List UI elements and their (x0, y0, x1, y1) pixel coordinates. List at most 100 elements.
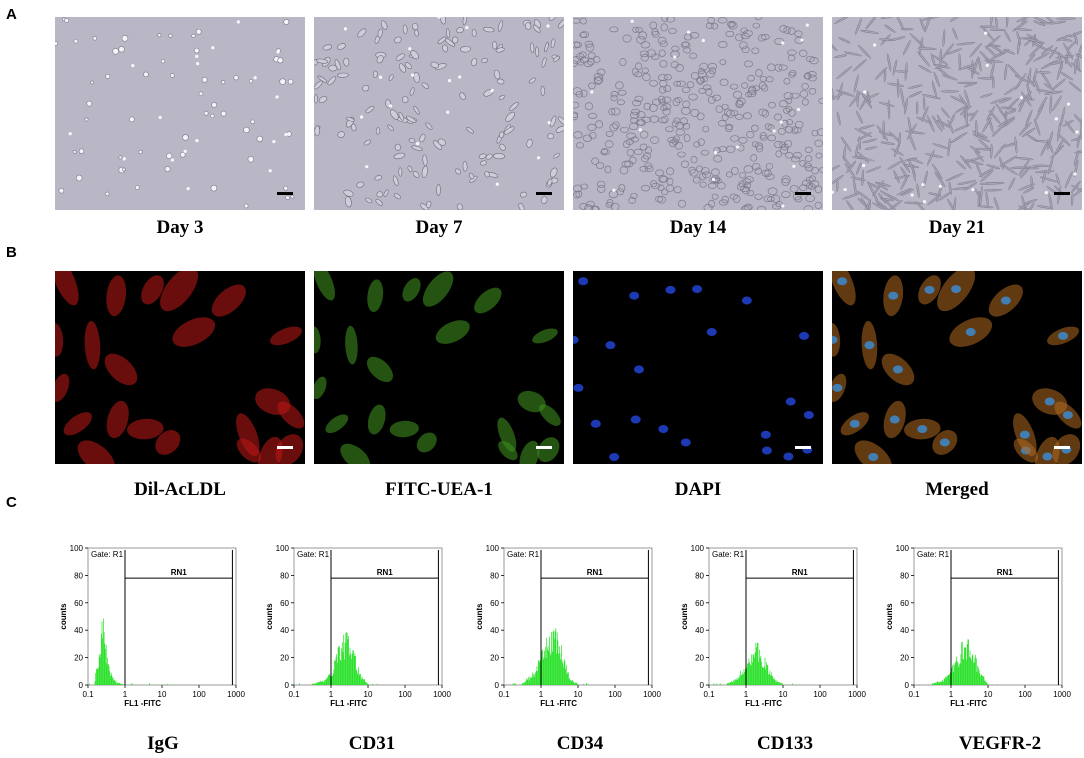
region-label: RN1 (377, 568, 394, 577)
x-tick-label: 100 (192, 690, 206, 699)
caption-merged: Merged (925, 479, 989, 500)
x-tick-label: 0.1 (82, 690, 94, 699)
plot-frame (708, 547, 858, 686)
x-tick-label: 100 (398, 690, 412, 699)
x-axis-label: FL1 -FITC (950, 699, 987, 708)
y-tick-label: 0 (905, 681, 910, 690)
histogram-bars (708, 642, 793, 685)
x-tick-label: 0.1 (498, 690, 510, 699)
x-tick-label: 1000 (1053, 690, 1071, 699)
panel-label-c: C (6, 494, 17, 511)
cells-overlay (573, 17, 823, 210)
cells-overlay (832, 17, 1082, 210)
micrograph-day7 (314, 17, 564, 210)
y-tick-label: 40 (900, 626, 909, 635)
y-tick-label: 0 (495, 681, 500, 690)
y-tick-label: 40 (74, 626, 83, 635)
x-tick-label: 1000 (433, 690, 451, 699)
histogram-vegfr2: RN1 Gate: R1 0 20 40 60 80 100 0.1 1 10 100 1000 FL1 … (885, 544, 1071, 708)
y-tick-label: 100 (896, 544, 910, 553)
y-tick-label: 0 (285, 681, 290, 690)
x-tick-label: 0.1 (703, 690, 715, 699)
scale-bar (277, 446, 293, 449)
caption-day14: Day 14 (669, 217, 727, 238)
y-tick-label: 100 (486, 544, 500, 553)
x-tick-label: 0.1 (908, 690, 920, 699)
caption-fitc-uea1: FITC-UEA-1 (385, 479, 493, 500)
x-tick-label: 10 (574, 690, 583, 699)
y-tick-label: 80 (900, 571, 909, 580)
y-tick-label: 0 (700, 681, 705, 690)
y-axis-label: counts (680, 603, 689, 630)
y-axis-label: counts (265, 603, 274, 630)
micrograph-day14 (573, 17, 823, 210)
region-label: RN1 (587, 568, 604, 577)
x-axis-label: FL1 -FITC (124, 699, 161, 708)
y-tick-label: 60 (490, 599, 499, 608)
plot-frame (913, 547, 1063, 686)
caption-vegfr2: VEGFR-2 (958, 733, 1042, 754)
x-tick-label: 1 (329, 690, 334, 699)
x-tick-label: 100 (813, 690, 827, 699)
y-axis-label: counts (475, 603, 484, 630)
scale-bar (536, 446, 552, 449)
x-axis-label: FL1 -FITC (330, 699, 367, 708)
histogram-bars (918, 639, 998, 685)
x-tick-label: 1000 (848, 690, 866, 699)
gate-label: Gate: R1 (917, 550, 950, 559)
plot-frame (87, 547, 237, 686)
cells-overlay (314, 17, 564, 210)
x-tick-label: 10 (364, 690, 373, 699)
region-label: RN1 (792, 568, 809, 577)
caption-igg: IgG (147, 733, 179, 754)
region-label: RN1 (171, 568, 188, 577)
fluor-overlay (573, 277, 814, 461)
y-tick-label: 100 (276, 544, 290, 553)
scale-bar (536, 192, 552, 195)
fluor-overlay (314, 271, 561, 464)
y-tick-label: 20 (490, 654, 499, 663)
scale-bar (795, 192, 811, 195)
caption-dil-acldl: Dil-AcLDL (134, 479, 226, 500)
panel-label-a: A (6, 6, 17, 23)
x-axis-label: FL1 -FITC (745, 699, 782, 708)
cells-overlay (55, 17, 295, 209)
gate-label: Gate: R1 (712, 550, 745, 559)
scale-bar (1054, 192, 1070, 195)
x-axis-label: FL1 -FITC (540, 699, 577, 708)
histogram-igg: RN1 Gate: R1 0 20 40 60 80 100 0.1 1 10 100 1000 FL1 … (59, 544, 245, 708)
panel-label-b: B (6, 244, 17, 261)
scale-bar (795, 446, 811, 449)
plot-frame (503, 547, 653, 686)
gate-label: Gate: R1 (507, 550, 540, 559)
y-tick-label: 60 (74, 599, 83, 608)
x-tick-label: 100 (1018, 690, 1032, 699)
y-tick-label: 60 (280, 599, 289, 608)
x-tick-label: 0.1 (288, 690, 300, 699)
caption-cd31: CD31 (348, 733, 396, 754)
scale-bar (277, 192, 293, 195)
histogram-bars (506, 628, 589, 685)
region-label: RN1 (997, 568, 1014, 577)
fluor-overlay (832, 271, 1082, 464)
histogram-cd31: RN1 Gate: R1 0 20 40 60 80 100 0.1 1 10 100 1000 FL1 … (265, 544, 451, 708)
caption-dapi: DAPI (674, 479, 722, 500)
y-tick-label: 80 (74, 571, 83, 580)
plot-frame (293, 547, 443, 686)
x-tick-label: 10 (779, 690, 788, 699)
fluorescence-dapi (573, 271, 823, 464)
caption-day21: Day 21 (928, 217, 986, 238)
caption-cd34: CD34 (556, 733, 604, 754)
gate-label: Gate: R1 (297, 550, 330, 559)
scale-bar (1054, 446, 1070, 449)
fluorescence-fitc-uea1 (314, 271, 564, 464)
gate-label: Gate: R1 (91, 550, 124, 559)
x-tick-label: 1000 (227, 690, 245, 699)
y-tick-label: 60 (695, 599, 704, 608)
y-tick-label: 20 (74, 654, 83, 663)
x-tick-label: 1 (949, 690, 954, 699)
fluor-overlay (55, 271, 305, 464)
x-tick-label: 10 (984, 690, 993, 699)
y-tick-label: 100 (70, 544, 84, 553)
y-tick-label: 40 (490, 626, 499, 635)
